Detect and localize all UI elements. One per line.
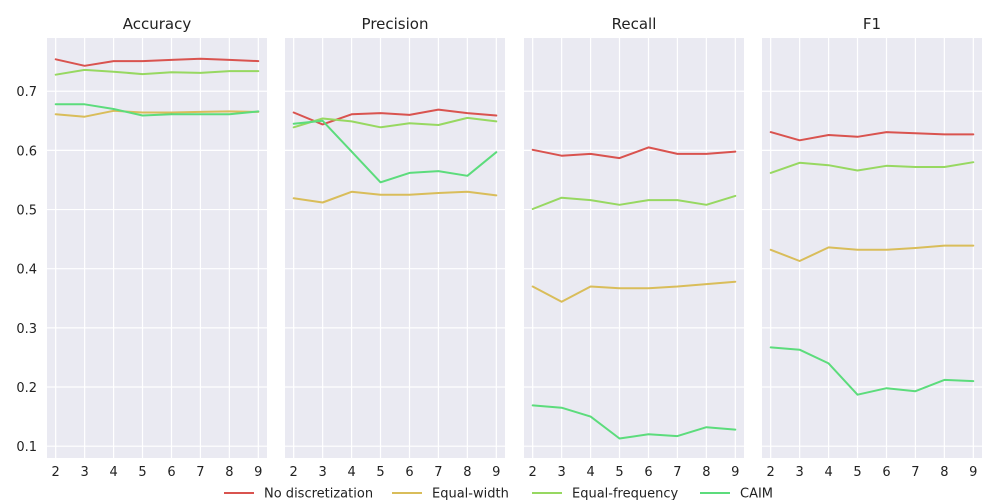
x-tick-label: 6 <box>167 465 175 480</box>
plot-background <box>47 38 267 458</box>
x-tick-label: 5 <box>853 465 861 480</box>
x-tick-label: 4 <box>109 465 117 480</box>
series-line-equal-frequency <box>769 161 975 174</box>
x-tick-label: 8 <box>463 465 471 480</box>
x-tick-label: 8 <box>702 465 710 480</box>
y-tick-label: 0.7 <box>16 85 37 100</box>
series-line-equal-width <box>54 109 260 118</box>
legend-label-caim: CAIM <box>740 487 773 500</box>
x-tick-label: 9 <box>731 465 739 480</box>
series-line-no-discretization <box>292 108 498 126</box>
panel-f1: 2 3 4 5 6 7 8 9 F1 <box>762 15 982 480</box>
series-line-caim <box>769 346 975 396</box>
panel-title: F1 <box>863 15 881 33</box>
x-tick-label: 9 <box>492 465 500 480</box>
panel-accuracy: 0.1 0.2 0.3 0.4 0.5 0.6 0.7 2 3 4 5 6 7 8 9 Accuracy <box>16 15 267 480</box>
x-tick-label: 8 <box>940 465 948 480</box>
x-tick-label: 5 <box>376 465 384 480</box>
x-tick-label: 2 <box>529 465 537 480</box>
series-line-caim <box>292 119 498 184</box>
x-tick-label: 2 <box>52 465 60 480</box>
y-tick-label: 0.4 <box>16 263 37 278</box>
x-tick-label: 5 <box>615 465 623 480</box>
plot-background <box>762 38 982 458</box>
y-tick-label: 0.5 <box>16 204 37 219</box>
y-tick-label: 0.3 <box>16 322 37 337</box>
plot-background <box>524 38 744 458</box>
legend: No discretization Equal-width Equal-freque… <box>224 487 773 500</box>
panel-title: Precision <box>362 15 429 33</box>
plot-background <box>285 38 505 458</box>
legend-label-no-discretization: No discretization <box>264 487 373 500</box>
series-line-no-discretization <box>531 146 737 160</box>
x-tick-label: 7 <box>673 465 681 480</box>
x-tick-label: 3 <box>318 465 326 480</box>
y-tick-label: 0.1 <box>16 440 37 455</box>
x-tick-label: 7 <box>434 465 442 480</box>
series-line-equal-frequency <box>531 194 737 210</box>
x-tick-label: 9 <box>254 465 262 480</box>
series-line-equal-frequency <box>54 68 260 76</box>
x-tick-label: 4 <box>347 465 355 480</box>
legend-label-equal-width: Equal-width <box>432 487 509 500</box>
legend-label-equal-frequency: Equal-frequency <box>572 487 678 500</box>
series-line-equal-width <box>292 190 498 204</box>
x-tick-label: 3 <box>557 465 565 480</box>
series-line-no-discretization <box>54 57 260 67</box>
y-tick-label: 0.6 <box>16 144 37 159</box>
x-tick-label: 3 <box>795 465 803 480</box>
panel-title: Accuracy <box>123 15 192 33</box>
series-line-equal-width <box>531 280 737 303</box>
series-line-caim <box>54 103 260 117</box>
panel-precision: 2 3 4 5 6 7 8 9 Precision <box>285 15 505 480</box>
x-tick-label: 3 <box>80 465 88 480</box>
x-tick-label: 2 <box>767 465 775 480</box>
x-tick-label: 6 <box>644 465 652 480</box>
x-tick-label: 8 <box>225 465 233 480</box>
series-line-equal-width <box>769 244 975 262</box>
x-tick-label: 5 <box>138 465 146 480</box>
panel-recall: 2 3 4 5 6 7 8 9 Recall <box>524 15 744 480</box>
x-tick-label: 6 <box>882 465 890 480</box>
x-tick-label: 4 <box>586 465 594 480</box>
x-tick-label: 4 <box>824 465 832 480</box>
x-tick-label: 9 <box>969 465 977 480</box>
x-tick-label: 7 <box>911 465 919 480</box>
x-tick-label: 2 <box>290 465 298 480</box>
series-line-caim <box>531 404 737 440</box>
x-tick-label: 7 <box>196 465 204 480</box>
panel-title: Recall <box>612 15 657 33</box>
y-tick-label: 0.2 <box>16 381 37 396</box>
series-line-equal-frequency <box>292 116 498 129</box>
x-tick-label: 6 <box>405 465 413 480</box>
series-line-no-discretization <box>769 131 975 142</box>
